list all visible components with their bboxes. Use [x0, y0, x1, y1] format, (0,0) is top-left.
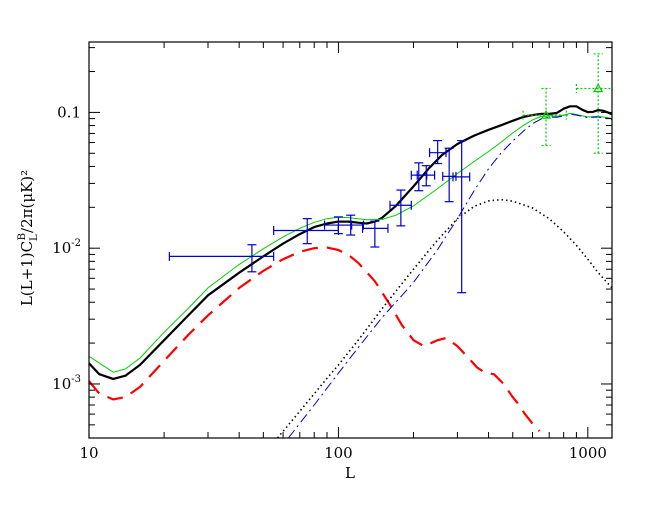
model-curves — [89, 105, 612, 438]
x-tick-label-0: 10 — [79, 444, 98, 462]
axis-ticks — [88, 42, 612, 439]
series-line-1 — [89, 246, 541, 432]
data-point-3 — [337, 214, 365, 236]
data-point-5 — [389, 189, 412, 227]
measurement-points — [168, 53, 612, 294]
x-tick-labels: 10 100 1000 — [79, 444, 606, 462]
data-point-4 — [361, 220, 389, 248]
series-line-2 — [276, 198, 612, 438]
data-point-9 — [442, 147, 457, 203]
data-point-11 — [522, 87, 567, 147]
data-point-0 — [168, 244, 275, 273]
data-point-10 — [452, 139, 471, 294]
y-tick-label-0: 10-3 — [52, 374, 81, 393]
data-point-7 — [416, 165, 436, 187]
y-tick-label-2: 0.1 — [57, 103, 81, 121]
y-axis-label: L(L+1)CLB/2π(μK)² — [17, 170, 40, 306]
data-point-12 — [575, 53, 612, 154]
y-tick-labels: 10-3 10-2 0.1 — [52, 103, 81, 393]
series-line-4 — [288, 113, 612, 438]
x-tick-label-2: 1000 — [569, 444, 607, 462]
plot-frame — [88, 41, 613, 439]
x-tick-label-1: 100 — [324, 444, 353, 462]
x-axis-label: L — [345, 464, 355, 482]
data-point-8 — [428, 139, 447, 165]
series-line-3 — [89, 112, 612, 373]
y-tick-label-1: 10-2 — [52, 238, 81, 257]
series-line-0 — [89, 105, 612, 380]
